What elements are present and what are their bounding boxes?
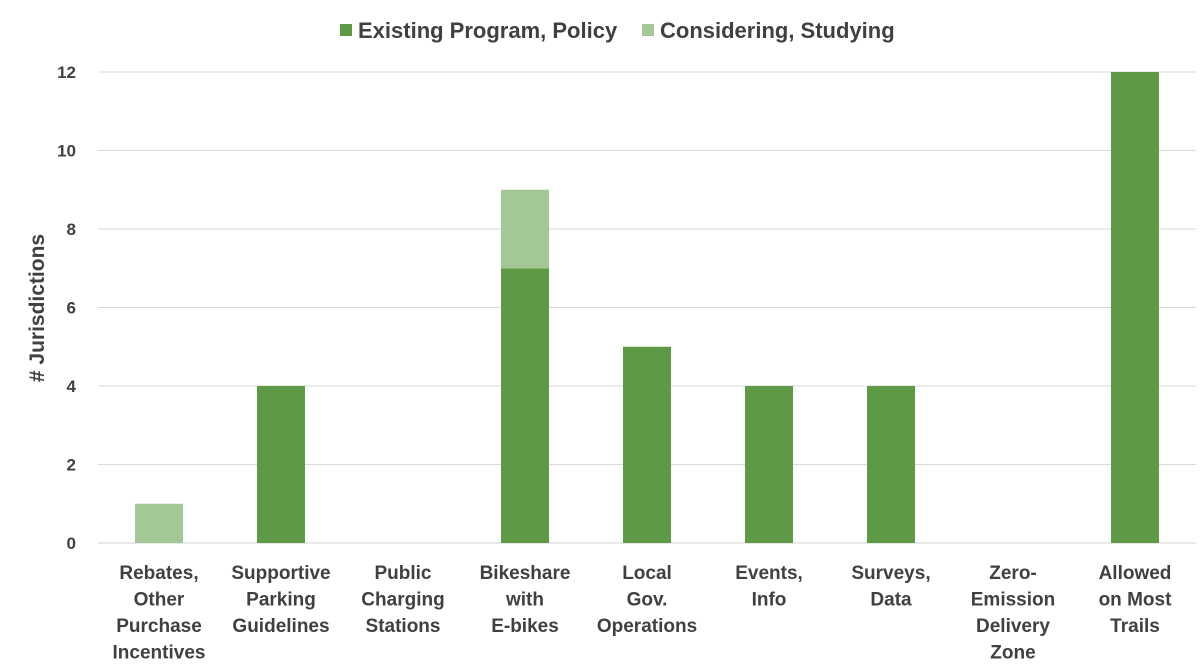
x-category-line: Local	[622, 563, 672, 584]
bar-existing	[257, 386, 305, 543]
x-category-line: Zone	[990, 643, 1035, 664]
x-category-label: Local Gov. Operations	[597, 563, 697, 637]
y-tick-label: 2	[67, 456, 76, 475]
x-category-label: Rebates, Other Purchase Incentives	[113, 563, 206, 664]
x-category-line: on Most	[1099, 590, 1172, 611]
y-tick-label: 10	[57, 142, 76, 161]
x-category-line: Guidelines	[232, 616, 329, 637]
x-category-line: Trails	[1110, 616, 1160, 637]
x-category-line: Info	[752, 590, 787, 611]
x-category-line: with	[505, 590, 544, 611]
bar-existing	[867, 386, 915, 543]
bar-considering	[135, 503, 183, 543]
x-category-line: Rebates,	[119, 563, 198, 584]
x-category-label: Surveys, Data	[851, 563, 930, 611]
legend-label: Existing Program, Policy	[358, 18, 618, 43]
y-tick-label: 6	[67, 299, 76, 318]
legend-swatch	[340, 24, 352, 36]
y-axis-title: # Jurisdictions	[26, 234, 49, 382]
y-tick-label: 12	[57, 63, 76, 82]
x-category-line: Emission	[971, 590, 1055, 611]
y-tick-label: 4	[67, 377, 77, 396]
x-category-line: Purchase	[116, 616, 202, 637]
x-category-label: Allowed on Most Trails	[1099, 563, 1172, 637]
x-category-line: Allowed	[1099, 563, 1172, 584]
x-axis-categories: Rebates, Other Purchase Incentives Supportiv…	[113, 563, 1173, 664]
x-category-line: Supportive	[231, 563, 330, 584]
bar-existing	[623, 346, 671, 543]
bar-existing	[1111, 72, 1159, 543]
x-category-line: Gov.	[627, 590, 668, 611]
x-category-line: Events,	[735, 563, 803, 584]
y-axis-ticks: 0 2 4 6 8 10 12	[57, 63, 76, 553]
x-category-line: Charging	[361, 590, 444, 611]
x-category-line: Incentives	[113, 643, 206, 664]
x-category-line: Zero-	[989, 563, 1037, 584]
legend-label: Considering, Studying	[660, 18, 895, 43]
x-category-label: Zero- Emission Delivery Zone	[971, 563, 1055, 664]
x-category-label: Events, Info	[735, 563, 803, 611]
bars	[135, 72, 1159, 543]
x-category-label: Public Charging Stations	[361, 563, 444, 637]
x-category-line: Stations	[366, 616, 441, 637]
x-category-label: Supportive Parking Guidelines	[231, 563, 330, 637]
legend-swatch	[642, 24, 654, 36]
bar-considering	[501, 189, 549, 269]
x-category-line: Parking	[246, 590, 316, 611]
x-category-line: Public	[374, 563, 431, 584]
x-category-line: Bikeshare	[480, 563, 571, 584]
bar-existing	[745, 386, 793, 543]
x-category-line: Surveys,	[851, 563, 930, 584]
x-category-line: Data	[870, 590, 912, 611]
x-category-line: Delivery	[976, 616, 1050, 637]
y-tick-label: 0	[67, 534, 76, 553]
x-category-label: Bikeshare with E-bikes	[480, 563, 571, 637]
x-category-line: Other	[134, 590, 185, 611]
legend: Existing Program, Policy Considering, Stu…	[340, 18, 895, 43]
x-category-line: Operations	[597, 616, 697, 637]
x-category-line: E-bikes	[491, 616, 559, 637]
y-tick-label: 8	[67, 220, 76, 239]
bar-existing	[501, 268, 549, 543]
